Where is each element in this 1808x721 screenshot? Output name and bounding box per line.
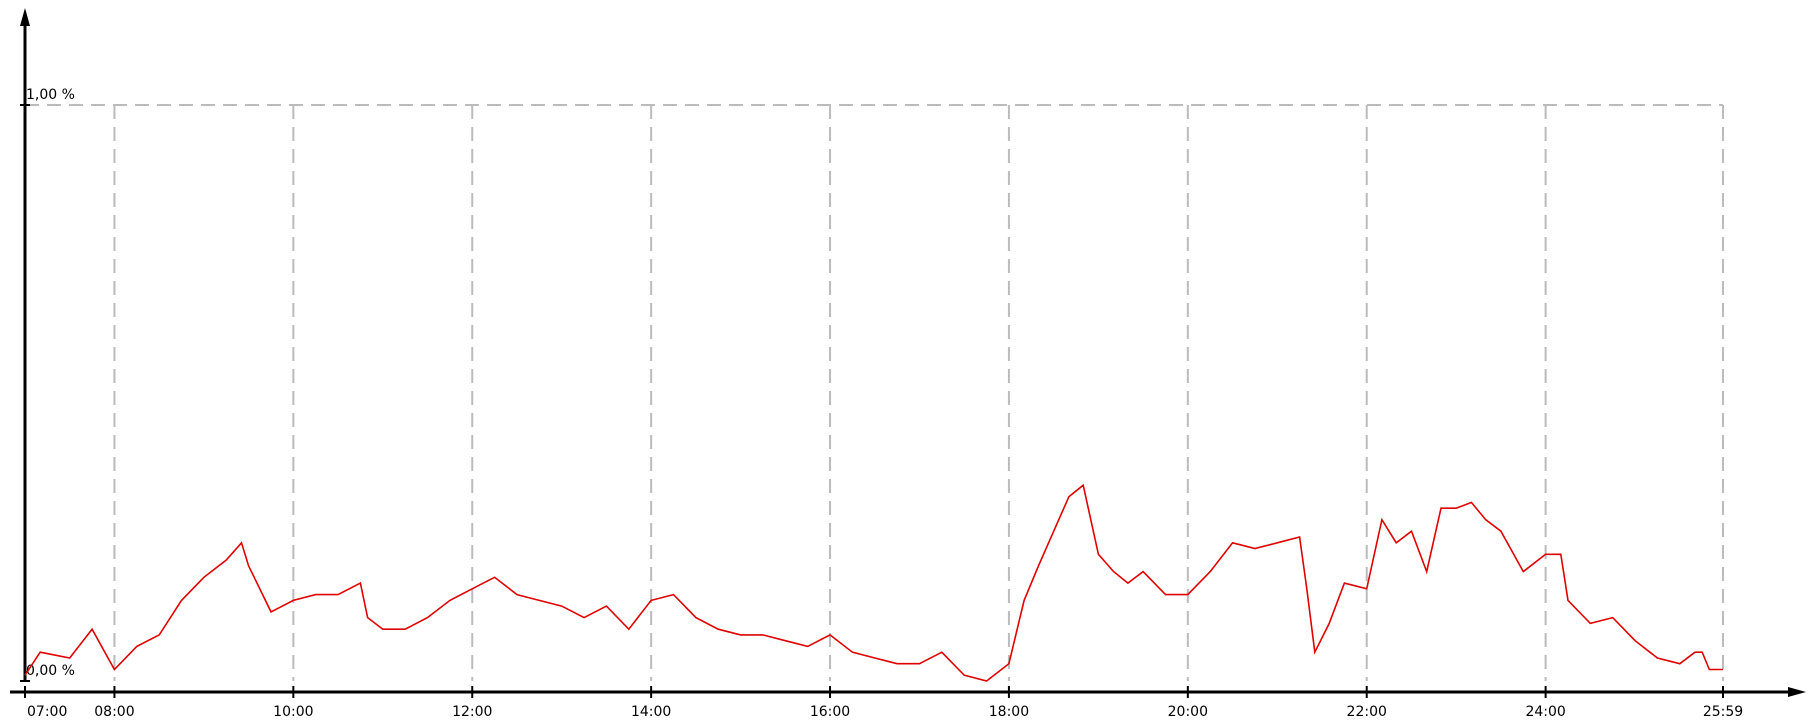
x-tick-label: 10:00 xyxy=(273,704,313,720)
x-tick-label: 25:59 xyxy=(1703,704,1743,720)
x-tick-label: 20:00 xyxy=(1168,704,1208,720)
y-tick-label: 1,00 % xyxy=(26,87,75,103)
x-tick-label: 07:00 xyxy=(27,704,67,720)
x-tick-label: 22:00 xyxy=(1347,704,1387,720)
x-tick-label: 14:00 xyxy=(631,704,671,720)
data-line xyxy=(24,483,1723,682)
y-axis-arrow xyxy=(20,8,30,26)
x-axis-arrow xyxy=(1788,687,1806,697)
x-tick-label: 24:00 xyxy=(1525,704,1565,720)
x-tick-label: 18:00 xyxy=(989,704,1029,720)
x-tick-label: 08:00 xyxy=(94,704,134,720)
y-tick-label: 0,00 % xyxy=(26,663,75,679)
x-tick-label: 16:00 xyxy=(810,704,850,720)
x-tick-label: 12:00 xyxy=(452,704,492,720)
